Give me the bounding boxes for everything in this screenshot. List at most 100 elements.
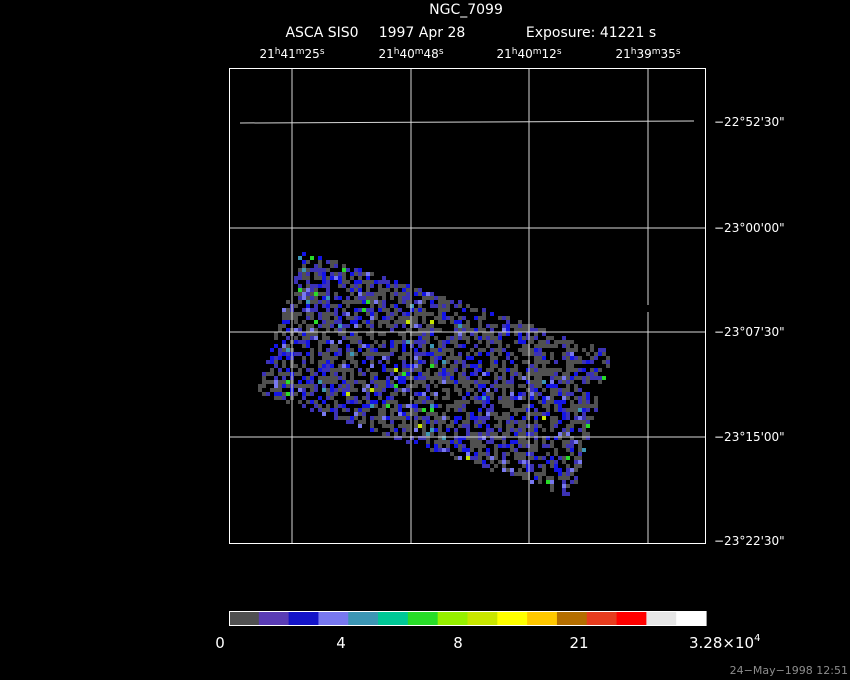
image-pixel xyxy=(454,328,458,332)
image-pixel xyxy=(466,340,470,344)
image-pixel xyxy=(430,304,434,308)
image-pixel xyxy=(402,392,406,396)
image-pixel xyxy=(270,348,274,352)
image-pixel xyxy=(606,356,610,360)
image-pixel xyxy=(338,384,342,388)
image-pixel xyxy=(434,420,438,424)
image-pixel xyxy=(522,428,526,432)
image-pixel xyxy=(546,360,550,364)
image-pixel xyxy=(302,404,306,408)
image-pixel xyxy=(526,416,530,420)
image-pixel xyxy=(466,416,470,420)
image-pixel xyxy=(514,356,518,360)
image-pixel xyxy=(542,472,546,476)
image-pixel xyxy=(442,420,446,424)
image-pixel xyxy=(354,336,358,340)
image-pixel xyxy=(318,404,322,408)
image-pixel xyxy=(270,388,274,392)
image-pixel xyxy=(374,400,378,404)
image-pixel xyxy=(374,384,378,388)
image-pixel xyxy=(310,300,314,304)
image-pixel xyxy=(298,276,302,280)
image-pixel xyxy=(310,376,314,380)
image-pixel xyxy=(362,296,366,300)
image-pixel xyxy=(554,464,558,468)
image-pixel xyxy=(334,400,338,404)
image-pixel xyxy=(322,272,326,276)
image-pixel xyxy=(410,376,414,380)
image-pixel xyxy=(322,284,326,288)
image-pixel xyxy=(518,452,522,456)
image-pixel xyxy=(394,368,398,372)
image-pixel xyxy=(538,464,542,468)
image-pixel xyxy=(318,260,322,264)
image-pixel xyxy=(582,380,586,384)
image-pixel xyxy=(278,356,282,360)
image-pixel xyxy=(466,432,470,436)
image-pixel xyxy=(326,284,330,288)
image-pixel xyxy=(570,404,574,408)
image-pixel xyxy=(350,348,354,352)
image-pixel xyxy=(386,432,390,436)
image-pixel xyxy=(342,268,346,272)
image-pixel xyxy=(570,340,574,344)
image-pixel xyxy=(502,348,506,352)
image-pixel xyxy=(278,380,282,384)
image-pixel xyxy=(450,364,454,368)
image-pixel xyxy=(338,320,342,324)
image-pixel xyxy=(378,304,382,308)
image-pixel xyxy=(398,292,402,296)
image-pixel xyxy=(438,428,442,432)
image-pixel xyxy=(434,328,438,332)
image-pixel xyxy=(462,372,466,376)
image-pixel xyxy=(478,380,482,384)
image-pixel xyxy=(342,376,346,380)
image-pixel xyxy=(282,396,286,400)
image-pixel xyxy=(474,392,478,396)
image-pixel xyxy=(306,296,310,300)
image-pixel xyxy=(466,420,470,424)
image-pixel xyxy=(314,300,318,304)
image-pixel xyxy=(386,308,390,312)
image-pixel xyxy=(462,376,466,380)
image-pixel xyxy=(446,340,450,344)
image-pixel xyxy=(394,408,398,412)
image-pixel xyxy=(402,300,406,304)
image-pixel xyxy=(442,316,446,320)
image-pixel xyxy=(330,348,334,352)
image-pixel xyxy=(326,356,330,360)
image-pixel xyxy=(486,400,490,404)
image-pixel xyxy=(406,300,410,304)
image-pixel xyxy=(530,456,534,460)
image-pixel xyxy=(518,324,522,328)
image-pixel xyxy=(294,352,298,356)
image-pixel xyxy=(550,368,554,372)
image-pixel xyxy=(426,352,430,356)
image-pixel xyxy=(446,336,450,340)
image-pixel xyxy=(406,368,410,372)
image-pixel xyxy=(546,384,550,388)
image-pixel xyxy=(554,376,558,380)
image-pixel xyxy=(382,308,386,312)
image-pixel xyxy=(302,320,306,324)
image-pixel xyxy=(398,424,402,428)
image-pixel xyxy=(386,376,390,380)
image-pixel xyxy=(406,440,410,444)
image-pixel xyxy=(398,372,402,376)
image-pixel xyxy=(586,424,590,428)
image-pixel xyxy=(414,352,418,356)
image-pixel xyxy=(486,368,490,372)
image-pixel xyxy=(410,412,414,416)
image-pixel xyxy=(418,408,422,412)
image-pixel xyxy=(354,340,358,344)
image-pixel xyxy=(534,372,538,376)
image-pixel xyxy=(438,424,442,428)
image-pixel xyxy=(570,428,574,432)
image-pixel xyxy=(354,380,358,384)
image-pixel xyxy=(482,332,486,336)
image-pixel xyxy=(374,428,378,432)
image-pixel xyxy=(326,316,330,320)
image-pixel xyxy=(370,424,374,428)
image-pixel xyxy=(338,376,342,380)
image-pixel xyxy=(402,380,406,384)
